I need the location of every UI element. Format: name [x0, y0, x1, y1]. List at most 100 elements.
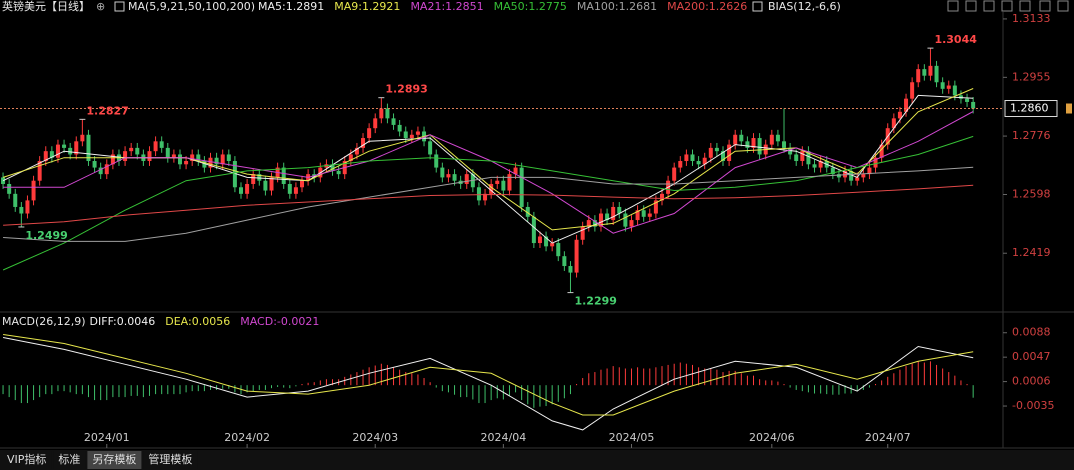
- candle-body: [684, 154, 689, 162]
- tab-label: 标准: [58, 452, 80, 466]
- legend-entry: MA9:1.2921: [334, 0, 400, 13]
- candle-body: [269, 177, 274, 191]
- candle-body: [177, 154, 182, 165]
- tab-label: 另存模板: [92, 452, 136, 466]
- macd-label: MACD:-0.0021: [240, 315, 319, 328]
- extreme-label: 1.3044: [934, 33, 977, 46]
- tab[interactable]: 另存模板: [87, 451, 142, 469]
- candle-body: [739, 134, 744, 142]
- candle-body: [245, 183, 250, 194]
- candle-body: [952, 85, 957, 96]
- candle-body: [556, 243, 561, 257]
- candle-body: [440, 167, 445, 178]
- candle-body: [403, 131, 408, 139]
- candle-body: [617, 206, 622, 214]
- tool-icon[interactable]: [965, 0, 977, 12]
- candle-body: [385, 108, 390, 119]
- candle-body: [354, 147, 359, 155]
- line-series: [3, 334, 974, 416]
- candle-body: [7, 183, 12, 194]
- legend-entry: MA5:1.2891: [258, 0, 324, 13]
- y-tick-label: 1.3133: [1012, 12, 1051, 25]
- candle-body: [507, 174, 512, 191]
- candle-body: [733, 134, 738, 145]
- candle-body: [946, 85, 951, 89]
- candle-body: [751, 138, 756, 148]
- candle-body: [165, 147, 170, 158]
- tab[interactable]: 管理模板: [143, 451, 198, 469]
- candle-body: [92, 161, 97, 168]
- candle-body: [13, 193, 18, 207]
- candle-body: [836, 174, 841, 178]
- candle-body: [568, 266, 573, 273]
- candle-body: [251, 174, 256, 184]
- tool-icon[interactable]: [947, 0, 959, 12]
- candle-body: [708, 147, 713, 158]
- line-series: [3, 166, 974, 242]
- candle-body: [904, 98, 909, 112]
- candle-body: [696, 161, 701, 165]
- candle-body: [348, 154, 353, 162]
- tab[interactable]: VIP指标: [2, 451, 52, 469]
- candle-body: [62, 144, 67, 148]
- candle-body: [153, 141, 158, 152]
- candle-body: [775, 134, 780, 142]
- candle-body: [818, 161, 823, 168]
- candle-body: [788, 147, 793, 155]
- candle-body: [74, 141, 79, 155]
- x-tick-label: 2024/04: [481, 431, 527, 444]
- tab-bg: [87, 451, 142, 469]
- tool-icon[interactable]: [1001, 0, 1013, 12]
- candle-body: [483, 193, 488, 201]
- candle-body: [293, 187, 298, 194]
- legend-entry: MA200:1.2626: [667, 0, 747, 13]
- candle-body: [928, 65, 933, 76]
- candle-body: [757, 138, 762, 155]
- candle-body: [879, 144, 884, 158]
- legend-entry: DEA:0.0056: [165, 315, 230, 328]
- tool-icon[interactable]: [1019, 0, 1031, 12]
- candle-body: [31, 180, 36, 201]
- x-tick-label: 2024/03: [352, 431, 398, 444]
- candle-body: [281, 167, 286, 184]
- y-tick-label: -0.0035: [1012, 399, 1054, 412]
- candle-body: [43, 151, 48, 162]
- add-icon[interactable]: ⊕: [96, 0, 105, 13]
- candle-body: [855, 177, 860, 181]
- candle-body: [727, 144, 732, 162]
- candle-body: [489, 183, 494, 194]
- candle-body: [519, 167, 524, 207]
- candle-body: [897, 111, 902, 119]
- legend-entry: DIFF:0.0046: [90, 315, 156, 328]
- candle-body: [336, 170, 341, 175]
- y-tick-label: 1.2955: [1012, 70, 1051, 83]
- candle-body: [611, 206, 616, 221]
- title: 英镑美元【日线】: [2, 0, 90, 13]
- candle-body: [129, 147, 134, 152]
- candle-body: [922, 69, 927, 76]
- candle-body: [958, 95, 963, 99]
- candle-body: [361, 138, 366, 148]
- tool-icon[interactable]: [1057, 0, 1069, 12]
- candle-body: [916, 69, 921, 83]
- extreme-label: 1.2893: [385, 83, 427, 96]
- tool-icon[interactable]: [1039, 0, 1051, 12]
- tool-icon[interactable]: [983, 0, 995, 12]
- candle-body: [434, 154, 439, 168]
- candle-body: [873, 157, 878, 168]
- candle-body: [910, 82, 915, 99]
- candle-body: [586, 220, 591, 227]
- tab[interactable]: 标准: [53, 451, 86, 469]
- tab-bg: [53, 451, 86, 469]
- candle-body: [98, 167, 103, 175]
- indicator-icon[interactable]: [114, 1, 125, 12]
- extreme-label: 1.2299: [574, 295, 616, 308]
- candle-body: [501, 180, 506, 191]
- bias-icon[interactable]: [752, 1, 763, 12]
- y-tick-label: 0.0047: [1012, 350, 1051, 363]
- candle-body: [965, 98, 970, 102]
- candle-body: [849, 170, 854, 181]
- candle-body: [537, 236, 542, 244]
- toolbar: [947, 0, 1069, 12]
